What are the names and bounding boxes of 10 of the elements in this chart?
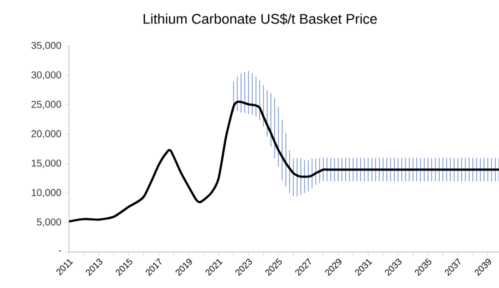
y-tick-label: 20,000 [32,130,62,138]
y-tick-label: 10,000 [32,189,62,198]
y-tick-label: 30,000 [31,71,62,80]
y-tick-label: 15,000 [32,160,62,168]
y-tick-label: 5,000 [36,218,62,227]
y-tick-label: 25,000 [32,100,62,109]
line-series [69,100,499,222]
y-tick-label: - [58,250,62,252]
y-tick-label: 35,000 [31,42,62,50]
chart-title: Lithium Carbonate US$/t Basket Price [144,13,377,25]
